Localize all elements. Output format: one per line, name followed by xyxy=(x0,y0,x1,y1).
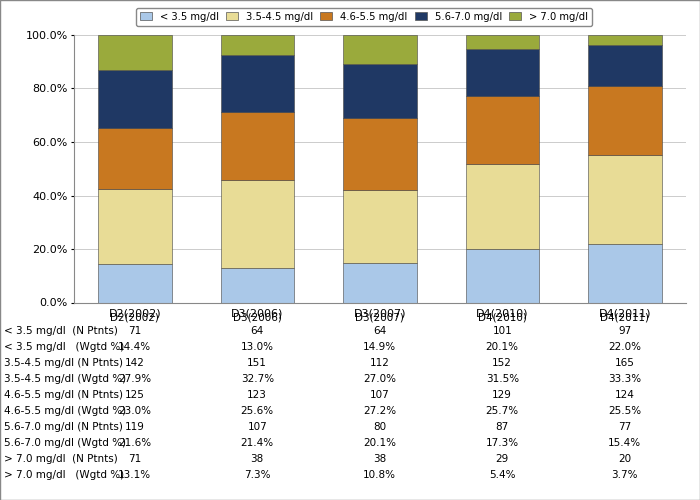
Text: < 3.5 mg/dl   (Wgtd %): < 3.5 mg/dl (Wgtd %) xyxy=(4,342,124,352)
Text: 80: 80 xyxy=(373,422,386,432)
Text: 3.5-4.5 mg/dl (Wgtd %): 3.5-4.5 mg/dl (Wgtd %) xyxy=(4,374,125,384)
Text: 27.2%: 27.2% xyxy=(363,406,396,416)
Bar xyxy=(98,264,172,302)
Text: > 7.0 mg/dl  (N Ptnts): > 7.0 mg/dl (N Ptnts) xyxy=(4,454,118,464)
Text: 7.3%: 7.3% xyxy=(244,470,270,480)
Bar xyxy=(466,50,539,96)
Text: 32.7%: 32.7% xyxy=(241,374,274,384)
Text: D3(2007): D3(2007) xyxy=(356,312,404,322)
Bar xyxy=(588,154,662,244)
Text: 17.3%: 17.3% xyxy=(486,438,519,448)
Bar xyxy=(343,64,416,118)
Text: 4.6-5.5 mg/dl (N Ptnts): 4.6-5.5 mg/dl (N Ptnts) xyxy=(4,390,122,400)
Text: 20: 20 xyxy=(618,454,631,464)
Bar xyxy=(343,35,416,64)
Bar xyxy=(588,244,662,302)
Bar xyxy=(220,54,294,112)
Bar xyxy=(466,248,539,302)
Text: 107: 107 xyxy=(370,390,390,400)
Text: 13.0%: 13.0% xyxy=(241,342,274,352)
Text: 23.0%: 23.0% xyxy=(118,406,151,416)
Text: 29: 29 xyxy=(496,454,509,464)
Text: 64: 64 xyxy=(373,326,386,336)
Text: 20.1%: 20.1% xyxy=(486,342,519,352)
Legend: < 3.5 mg/dl, 3.5-4.5 mg/dl, 4.6-5.5 mg/dl, 5.6-7.0 mg/dl, > 7.0 mg/dl: < 3.5 mg/dl, 3.5-4.5 mg/dl, 4.6-5.5 mg/d… xyxy=(136,8,592,26)
Bar xyxy=(588,45,662,86)
Bar xyxy=(588,86,662,154)
Text: 165: 165 xyxy=(615,358,635,368)
Bar xyxy=(98,128,172,190)
Text: 152: 152 xyxy=(492,358,512,368)
Bar xyxy=(343,190,416,262)
Text: 21.4%: 21.4% xyxy=(241,438,274,448)
Text: 129: 129 xyxy=(492,390,512,400)
Text: 5.6-7.0 mg/dl (Wgtd %): 5.6-7.0 mg/dl (Wgtd %) xyxy=(4,438,125,448)
Text: 3.5-4.5 mg/dl (N Ptnts): 3.5-4.5 mg/dl (N Ptnts) xyxy=(4,358,122,368)
Text: 33.3%: 33.3% xyxy=(608,374,641,384)
Bar xyxy=(588,36,662,45)
Text: 13.1%: 13.1% xyxy=(118,470,151,480)
Text: 14.9%: 14.9% xyxy=(363,342,396,352)
Text: 87: 87 xyxy=(496,422,509,432)
Bar xyxy=(220,268,294,302)
Text: 71: 71 xyxy=(128,326,141,336)
Text: 27.0%: 27.0% xyxy=(363,374,396,384)
Text: 142: 142 xyxy=(125,358,145,368)
Bar xyxy=(220,35,294,54)
Text: 97: 97 xyxy=(618,326,631,336)
Text: 14.4%: 14.4% xyxy=(118,342,151,352)
Text: 151: 151 xyxy=(247,358,267,368)
Text: D3(2006): D3(2006) xyxy=(233,312,281,322)
Text: 5.6-7.0 mg/dl (N Ptnts): 5.6-7.0 mg/dl (N Ptnts) xyxy=(4,422,122,432)
Text: 3.7%: 3.7% xyxy=(612,470,638,480)
Text: 22.0%: 22.0% xyxy=(608,342,641,352)
Text: < 3.5 mg/dl  (N Ptnts): < 3.5 mg/dl (N Ptnts) xyxy=(4,326,118,336)
Text: 10.8%: 10.8% xyxy=(363,470,396,480)
Bar xyxy=(343,262,416,302)
Bar xyxy=(98,35,172,70)
Text: 71: 71 xyxy=(128,454,141,464)
Text: 119: 119 xyxy=(125,422,145,432)
Text: 77: 77 xyxy=(618,422,631,432)
Text: 4.6-5.5 mg/dl (Wgtd %): 4.6-5.5 mg/dl (Wgtd %) xyxy=(4,406,125,416)
Text: D4(2010): D4(2010) xyxy=(478,312,526,322)
Text: D2(2002): D2(2002) xyxy=(111,312,159,322)
Text: 64: 64 xyxy=(251,326,264,336)
Text: 5.4%: 5.4% xyxy=(489,470,515,480)
Bar xyxy=(220,112,294,180)
Text: 21.6%: 21.6% xyxy=(118,438,151,448)
Bar xyxy=(343,118,416,190)
Bar xyxy=(98,190,172,264)
Text: 20.1%: 20.1% xyxy=(363,438,396,448)
Text: 25.6%: 25.6% xyxy=(241,406,274,416)
Text: 38: 38 xyxy=(373,454,386,464)
Text: 124: 124 xyxy=(615,390,635,400)
Text: 101: 101 xyxy=(492,326,512,336)
Text: 27.9%: 27.9% xyxy=(118,374,151,384)
Text: 38: 38 xyxy=(251,454,264,464)
Text: 112: 112 xyxy=(370,358,390,368)
Text: 25.5%: 25.5% xyxy=(608,406,641,416)
Text: 25.7%: 25.7% xyxy=(486,406,519,416)
Text: 125: 125 xyxy=(125,390,145,400)
Bar xyxy=(466,164,539,248)
Text: 123: 123 xyxy=(247,390,267,400)
Text: 15.4%: 15.4% xyxy=(608,438,641,448)
Text: 107: 107 xyxy=(247,422,267,432)
Text: 31.5%: 31.5% xyxy=(486,374,519,384)
Text: > 7.0 mg/dl   (Wgtd %): > 7.0 mg/dl (Wgtd %) xyxy=(4,470,124,480)
Bar xyxy=(466,35,539,50)
Bar xyxy=(220,180,294,268)
Bar xyxy=(466,96,539,164)
Text: D4(2011): D4(2011) xyxy=(601,312,650,322)
Bar xyxy=(98,70,172,128)
